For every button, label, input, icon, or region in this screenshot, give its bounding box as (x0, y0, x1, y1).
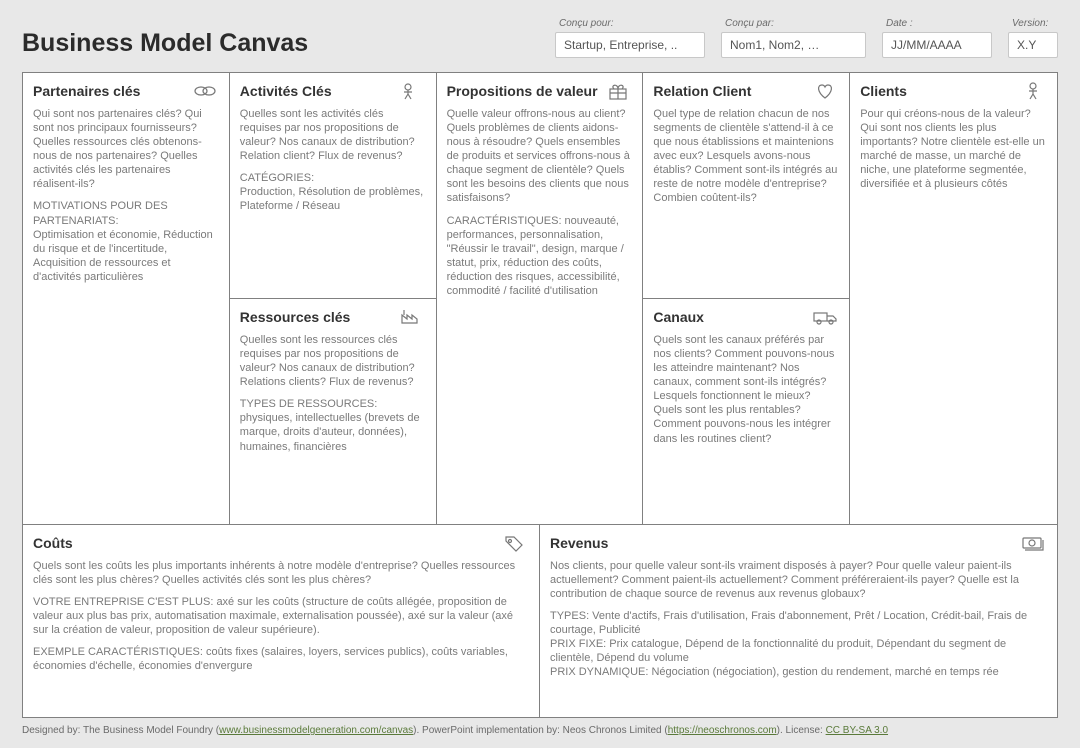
meta-label: Version: (1008, 18, 1058, 29)
block-paragraph: MOTIVATIONS POUR DES PARTENARIATS:Optimi… (33, 199, 219, 283)
block-title: Canaux (653, 309, 704, 325)
block-title: Ressources clés (240, 309, 351, 325)
footer-text: ). License: (777, 725, 826, 736)
block-customer-segments: Clients Pour qui créons-nous de la valeu… (850, 73, 1057, 525)
block-body: Quelles sont les activités clés requises… (240, 107, 426, 214)
block-body: Qui sont nos partenaires clés? Qui sont … (33, 107, 219, 284)
block-paragraph: TYPES DE RESSOURCES: physiques, intellec… (240, 397, 426, 453)
block-customer-relationships: Relation Client Quel type de relation ch… (643, 73, 850, 299)
block-paragraph: Qui sont nos partenaires clés? Qui sont … (33, 107, 219, 191)
footer-link-bmg[interactable]: www.businessmodelgeneration.com/canvas (219, 725, 413, 736)
meta-label: Date : (882, 18, 992, 29)
block-body: Quel type de relation chacun de nos segm… (653, 107, 839, 206)
header-row: Business Model Canvas Conçu pour: Startu… (22, 18, 1058, 58)
block-value-propositions: Propositions de valeur Quelle valeur off… (437, 73, 644, 525)
footer-text: ). PowerPoint implementation by: Neos Ch… (413, 725, 668, 736)
block-title: Clients (860, 83, 907, 99)
block-body: Quelles sont les ressources clés requise… (240, 333, 426, 454)
block-paragraph: EXEMPLE CARACTÉRISTIQUES: coûts fixes (s… (33, 645, 529, 673)
block-revenue-streams: Revenus Nos clients, pour quelle valeur … (540, 525, 1057, 717)
page: Business Model Canvas Conçu pour: Startu… (0, 0, 1080, 748)
block-paragraph: Quels sont les coûts les plus importants… (33, 559, 529, 587)
block-key-activities: Activités Clés Quelles sont les activité… (230, 73, 437, 299)
block-paragraph: Quelle valeur offrons-nous au client? Qu… (447, 107, 633, 206)
meta-designed-by-input[interactable]: Nom1, Nom2, … (721, 32, 866, 58)
block-paragraph: CATÉGORIES:Production, Résolution de pro… (240, 171, 426, 213)
block-body: Quels sont les canaux préférés par nos c… (653, 333, 839, 446)
meta-designed-for-input[interactable]: Startup, Entreprise, .. (555, 32, 705, 58)
meta-designed-by: Conçu par: Nom1, Nom2, … (721, 18, 866, 58)
block-title: Partenaires clés (33, 83, 140, 99)
block-body: Nos clients, pour quelle valeur sont-ils… (550, 559, 1047, 680)
block-paragraph: TYPES: Vente d'actifs, Frais d'utilisati… (550, 609, 1047, 679)
activity-icon (398, 81, 426, 101)
canvas-grid: Partenaires clés Qui sont nos partenaire… (22, 72, 1058, 718)
block-paragraph: VOTRE ENTREPRISE C'EST PLUS: axé sur les… (33, 595, 529, 637)
block-channels: Canaux Quels sont les canaux préférés pa… (643, 299, 850, 525)
meta-label: Conçu par: (721, 18, 866, 29)
block-paragraph: Pour qui créons-nous de la valeur? Qui s… (860, 107, 1047, 191)
block-paragraph: Quels sont les canaux préférés par nos c… (653, 333, 839, 446)
block-paragraph: CARACTÉRISTIQUES: nouveauté, performance… (447, 214, 633, 298)
meta-date: Date : JJ/MM/AAAA (882, 18, 992, 58)
meta-label: Conçu pour: (555, 18, 705, 29)
person-icon (1019, 81, 1047, 101)
meta-value: JJ/MM/AAAA (891, 38, 962, 52)
block-key-partners: Partenaires clés Qui sont nos partenaire… (23, 73, 230, 525)
cash-icon (1019, 533, 1047, 553)
block-paragraph: Nos clients, pour quelle valeur sont-ils… (550, 559, 1047, 601)
footer: Designed by: The Business Model Foundry … (22, 718, 1058, 736)
block-title: Coûts (33, 535, 73, 551)
meta-version: Version: X.Y (1008, 18, 1058, 58)
page-title: Business Model Canvas (22, 29, 308, 58)
meta-date-input[interactable]: JJ/MM/AAAA (882, 32, 992, 58)
tag-icon (501, 533, 529, 553)
block-title: Relation Client (653, 83, 751, 99)
link-icon (191, 81, 219, 101)
meta-designed-for: Conçu pour: Startup, Entreprise, .. (555, 18, 705, 58)
block-title: Propositions de valeur (447, 83, 598, 99)
footer-link-license[interactable]: CC BY-SA 3.0 (826, 725, 888, 736)
gift-icon (604, 81, 632, 101)
block-paragraph: Quelles sont les activités clés requises… (240, 107, 426, 163)
footer-text: Designed by: The Business Model Foundry … (22, 725, 219, 736)
factory-icon (398, 307, 426, 327)
heart-icon (811, 81, 839, 101)
block-paragraph: Quel type de relation chacun de nos segm… (653, 107, 839, 206)
block-body: Quels sont les coûts les plus importants… (33, 559, 529, 674)
meta-value: X.Y (1017, 38, 1036, 52)
truck-icon (811, 307, 839, 327)
block-title: Activités Clés (240, 83, 332, 99)
block-cost-structure: Coûts Quels sont les coûts les plus impo… (23, 525, 540, 717)
block-title: Revenus (550, 535, 608, 551)
block-paragraph: Quelles sont les ressources clés requise… (240, 333, 426, 389)
footer-link-neos[interactable]: https://neoschronos.com (668, 725, 777, 736)
block-body: Quelle valeur offrons-nous au client? Qu… (447, 107, 633, 298)
block-key-resources: Ressources clés Quelles sont les ressour… (230, 299, 437, 525)
meta-value: Startup, Entreprise, .. (564, 38, 677, 52)
block-body: Pour qui créons-nous de la valeur? Qui s… (860, 107, 1047, 191)
meta-version-input[interactable]: X.Y (1008, 32, 1058, 58)
meta-value: Nom1, Nom2, … (730, 38, 819, 52)
